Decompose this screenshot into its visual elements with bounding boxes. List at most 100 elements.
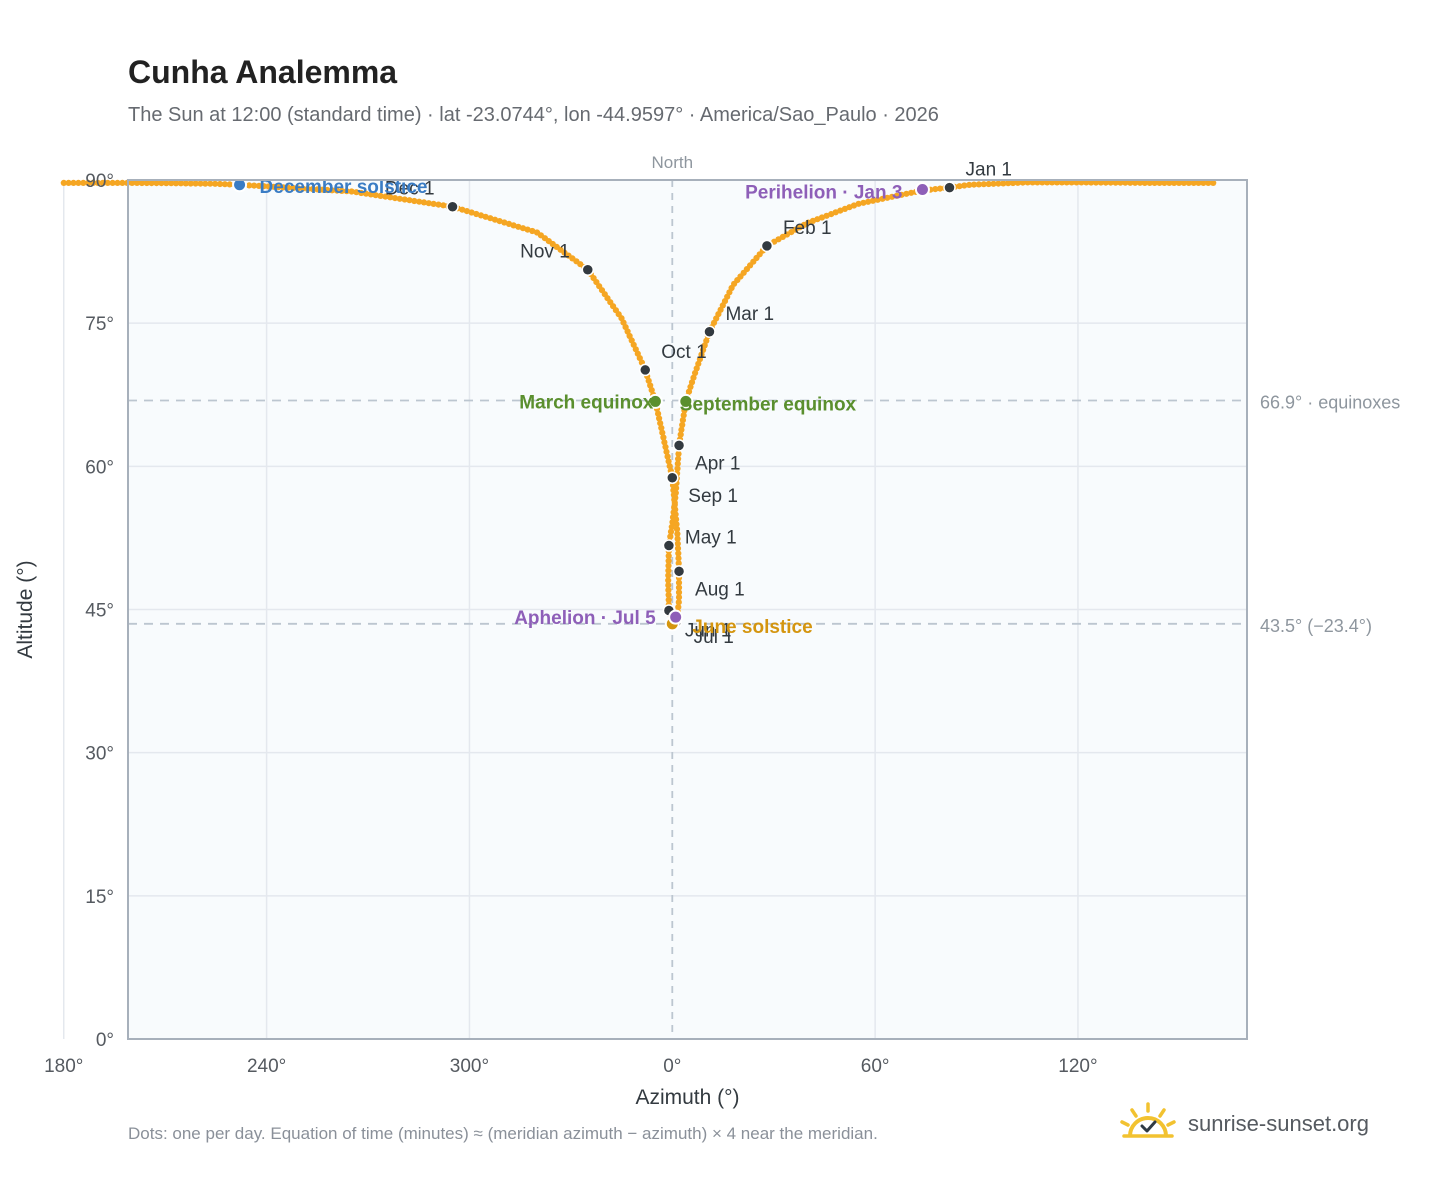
day-dot — [665, 591, 672, 599]
day-dot — [187, 180, 194, 187]
day-dot — [182, 180, 189, 187]
day-dot — [1014, 179, 1022, 186]
day-dot — [192, 180, 199, 187]
month-label: Nov 1 — [520, 242, 570, 263]
day-dot — [658, 424, 665, 432]
day-dot — [1175, 179, 1183, 186]
day-dot — [667, 533, 674, 540]
day-dot — [143, 179, 150, 187]
day-dot — [1112, 179, 1119, 186]
day-dot — [674, 540, 681, 547]
month-marker — [703, 325, 716, 339]
day-dot — [304, 185, 311, 192]
day-dot — [1200, 179, 1207, 186]
day-dot — [995, 180, 1002, 187]
day-dot — [865, 198, 872, 205]
day-dot — [473, 210, 480, 218]
day-dot — [1141, 179, 1148, 186]
day-dot — [665, 458, 672, 465]
day-dot — [148, 180, 155, 187]
day-dot — [338, 187, 345, 194]
day-dot — [670, 491, 678, 499]
day-dot — [396, 195, 403, 202]
day-dot — [673, 526, 681, 533]
day-dot — [119, 179, 126, 186]
day-dot — [168, 180, 175, 187]
y-tick-label: 30° — [85, 744, 114, 765]
day-dot — [158, 180, 165, 187]
brand-name: sunrise-sunset.org — [1188, 1111, 1369, 1136]
day-dot — [1205, 179, 1212, 186]
day-dot — [664, 453, 671, 460]
event-label: September equinox — [680, 394, 857, 415]
footnote: Dots: one per day. Equation of time (min… — [128, 1124, 878, 1143]
day-dot — [99, 179, 106, 186]
day-dot — [487, 215, 494, 222]
month-label: Sep 1 — [688, 486, 738, 507]
day-dot — [377, 192, 384, 199]
day-dot — [647, 382, 654, 389]
day-dot — [679, 421, 686, 429]
day-dot — [60, 179, 67, 186]
day-dot — [675, 455, 682, 462]
day-dot — [681, 407, 688, 414]
day-dot — [665, 596, 672, 604]
day-dot — [202, 180, 209, 187]
day-dot — [129, 179, 136, 186]
day-dot — [94, 179, 101, 186]
day-dot — [246, 182, 253, 189]
day-dot — [314, 186, 321, 193]
day-dot — [425, 200, 432, 207]
day-dot — [104, 179, 111, 186]
day-dot — [459, 206, 466, 213]
day-dot — [970, 181, 978, 188]
day-dot — [961, 182, 968, 189]
day-dot — [884, 194, 891, 201]
day-dot — [675, 579, 683, 586]
day-dot — [985, 180, 992, 188]
day-dot — [177, 180, 184, 187]
y-tick-label: 60° — [85, 457, 114, 478]
sun-logo-icon — [1120, 1101, 1176, 1147]
day-dot — [678, 426, 685, 433]
day-dot — [153, 180, 160, 187]
day-dot — [1122, 179, 1129, 186]
brand[interactable]: sunrise-sunset.org — [1120, 1101, 1369, 1147]
month-marker — [672, 439, 686, 452]
day-dot — [671, 501, 678, 508]
day-dot — [674, 535, 681, 542]
event-label: June solstice — [692, 617, 812, 638]
day-dot — [888, 193, 896, 200]
day-dot — [133, 179, 141, 186]
day-dot — [874, 196, 881, 203]
month-marker — [638, 363, 652, 377]
day-dot — [265, 183, 272, 190]
day-dot — [674, 545, 682, 552]
day-dot — [657, 420, 664, 427]
y-tick-label: 0° — [96, 1030, 114, 1051]
day-dot — [138, 179, 145, 187]
month-label: May 1 — [685, 528, 737, 549]
day-dot — [401, 196, 408, 203]
day-dot — [1185, 179, 1192, 186]
day-dot — [90, 179, 97, 186]
day-dot — [367, 191, 374, 198]
day-dot — [1127, 179, 1134, 186]
day-dot — [908, 189, 915, 196]
day-dot — [197, 180, 204, 187]
month-marker — [672, 565, 686, 578]
day-dot — [1161, 179, 1168, 186]
day-dot — [675, 555, 682, 562]
day-dot — [932, 186, 939, 193]
day-dot — [663, 448, 670, 455]
y-tick-label: 15° — [85, 887, 114, 908]
day-dot — [673, 521, 680, 528]
day-dot — [80, 179, 87, 186]
y-axis-label: Altitude (°) — [14, 560, 37, 658]
day-dot — [1102, 179, 1109, 186]
day-dot — [1132, 179, 1139, 186]
day-dot — [660, 434, 667, 441]
day-dot — [667, 528, 675, 535]
day-dot — [212, 180, 219, 187]
